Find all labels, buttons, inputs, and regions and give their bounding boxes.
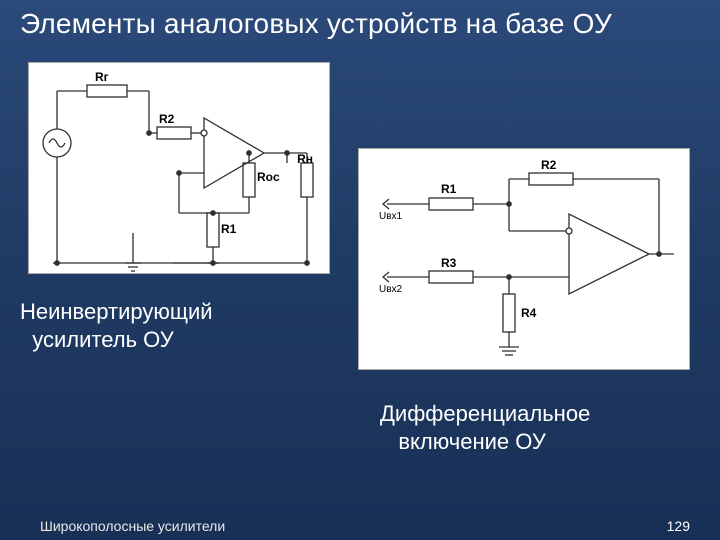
caption-differential: Дифференциальное включение ОУ <box>380 400 590 455</box>
label-rh: Rн <box>297 152 313 166</box>
label-r4-right: R4 <box>521 306 537 320</box>
label-r1-right: R1 <box>441 182 457 196</box>
non-inverting-svg: Rг R2 Roc Rн R1 <box>29 63 329 273</box>
label-uin1: Uвх1 <box>379 211 403 222</box>
label-roc: Roc <box>257 170 280 184</box>
footer: Широкополосные усилители 129 <box>0 514 720 540</box>
label-r3-right: R3 <box>441 256 457 270</box>
footer-left-text: Широкополосные усилители <box>40 518 225 534</box>
slide-title: Элементы аналоговых устройств на базе ОУ <box>20 8 612 40</box>
label-rr: Rг <box>95 70 109 84</box>
differential-svg: R1 R2 R3 R4 Uвх1 Uвх2 <box>359 149 689 369</box>
page-prefix: 12 <box>667 518 683 534</box>
label-r2: R2 <box>159 112 175 126</box>
circuit-differential: R1 R2 R3 R4 Uвх1 Uвх2 <box>358 148 690 370</box>
circuit-non-inverting: Rг R2 Roc Rн R1 <box>28 62 330 274</box>
caption-non-inverting: Неинвертирующий усилитель ОУ <box>20 298 213 353</box>
label-r1: R1 <box>221 222 237 236</box>
label-r2-right: R2 <box>541 158 557 172</box>
page-number: 129 <box>667 518 690 534</box>
label-uin2: Uвх2 <box>379 284 403 295</box>
page-emph: 9 <box>682 518 690 534</box>
slide: Элементы аналоговых устройств на базе ОУ <box>0 0 720 540</box>
